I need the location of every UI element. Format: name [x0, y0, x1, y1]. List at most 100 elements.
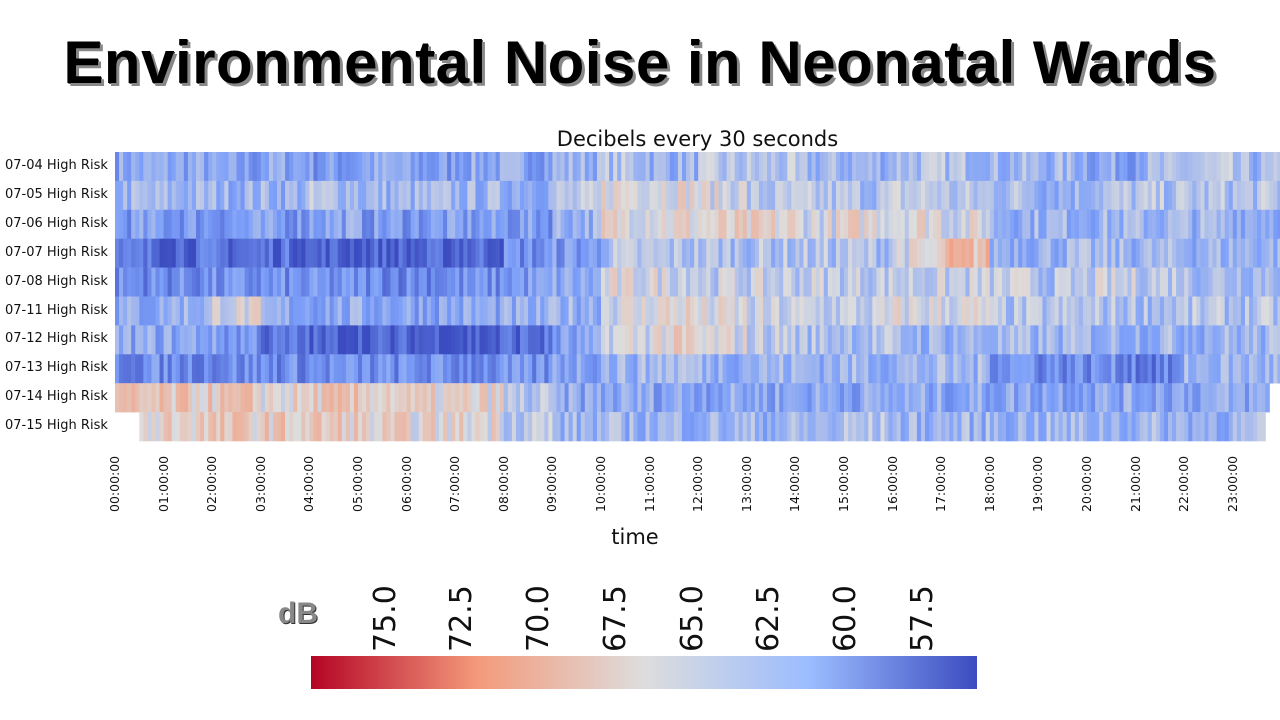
heatmap-cell — [281, 152, 286, 182]
heatmap-cell — [888, 383, 894, 413]
heatmap-cell — [309, 209, 315, 239]
heatmap-cell — [1236, 152, 1242, 182]
heatmap-cell — [698, 412, 703, 442]
heatmap-cell — [187, 383, 193, 413]
heatmap-cell — [702, 412, 707, 442]
heatmap-cell — [171, 296, 177, 326]
heatmap-cell — [576, 354, 582, 384]
heatmap-cell — [483, 238, 489, 268]
heatmap-cell — [1119, 267, 1125, 297]
heatmap-cell — [515, 325, 521, 355]
heatmap-cell — [540, 383, 545, 413]
heatmap-cell — [933, 325, 938, 355]
heatmap-cell — [362, 325, 367, 355]
heatmap-cell — [362, 412, 367, 442]
heatmap-cell — [552, 209, 558, 239]
heatmap-cell — [1273, 180, 1278, 211]
heatmap-cell — [702, 209, 707, 239]
heatmap-cell — [1273, 354, 1278, 384]
row-label: 07-15 High Risk — [5, 418, 108, 434]
heatmap-cell — [799, 325, 805, 355]
heatmap-cell — [1236, 325, 1242, 355]
heatmap-cell — [277, 354, 282, 384]
heatmap-cell — [418, 238, 424, 268]
heatmap-cell — [791, 267, 796, 297]
heatmap-cell — [908, 383, 914, 413]
heatmap-cell — [115, 267, 120, 297]
heatmap-cell — [1074, 383, 1080, 413]
heatmap-cell — [568, 296, 574, 326]
heatmap-cell — [657, 383, 663, 413]
heatmap-cell — [187, 152, 193, 182]
heatmap-cell — [459, 152, 464, 182]
heatmap-cell — [378, 412, 383, 442]
heatmap-cell — [811, 325, 817, 355]
heatmap-cell — [653, 412, 659, 442]
heatmap-cell — [1253, 354, 1258, 384]
heatmap-cell — [503, 267, 509, 297]
heatmap-cell — [244, 325, 250, 355]
heatmap-cell — [807, 152, 813, 182]
heatmap-cell — [795, 209, 801, 239]
heatmap-cell — [844, 412, 849, 442]
heatmap-cell — [880, 412, 886, 442]
heatmap-cell — [1139, 354, 1145, 384]
heatmap-cell — [981, 152, 987, 182]
heatmap-cell — [884, 383, 890, 413]
heatmap-cell — [268, 383, 274, 413]
heatmap-cell — [754, 238, 760, 268]
heatmap-cell — [576, 209, 582, 239]
heatmap-cell — [345, 325, 351, 355]
heatmap-cell — [1018, 325, 1023, 355]
heatmap-cell — [690, 238, 695, 268]
heatmap-cell — [750, 354, 756, 384]
heatmap-cell — [479, 238, 485, 268]
heatmap-cell — [961, 296, 967, 326]
heatmap-cell — [171, 325, 177, 355]
heatmap-cell — [609, 325, 614, 355]
heatmap-cell — [1022, 238, 1027, 268]
heatmap-cell — [244, 267, 250, 297]
heatmap-cell — [289, 383, 294, 413]
heatmap-cell — [196, 267, 201, 297]
heatmap-cell — [1155, 296, 1161, 326]
heatmap-cell — [884, 267, 890, 297]
heatmap-cell — [937, 267, 942, 297]
heatmap-cell — [487, 296, 493, 326]
heatmap-cell — [601, 180, 606, 211]
heatmap-cell — [726, 267, 732, 297]
heatmap-cell — [714, 209, 720, 239]
heatmap-cell — [900, 209, 906, 239]
heatmap-cell — [933, 296, 938, 326]
heatmap-cell — [1131, 209, 1137, 239]
heatmap-cell — [1042, 209, 1048, 239]
heatmap-cell — [920, 354, 926, 384]
heatmap-cell — [1236, 412, 1242, 442]
heatmap-cell — [1249, 383, 1254, 413]
heatmap-cell — [434, 296, 440, 326]
heatmap-cell — [159, 209, 165, 239]
heatmap-cell — [540, 152, 545, 182]
heatmap-cell — [1269, 238, 1274, 268]
heatmap-cell — [370, 325, 375, 355]
heatmap-cell — [167, 383, 173, 413]
heatmap-cell — [710, 238, 715, 268]
heatmap-cell — [451, 238, 456, 268]
heatmap-cell — [386, 354, 391, 384]
heatmap-cell — [240, 325, 246, 355]
heatmap-cell — [576, 267, 582, 297]
heatmap-cell — [366, 354, 371, 384]
heatmap-cell — [1082, 354, 1088, 384]
heatmap-cell — [191, 209, 197, 239]
heatmap-cell — [293, 152, 298, 182]
heatmap-cell — [127, 383, 132, 413]
heatmap-cell — [823, 152, 829, 182]
heatmap-cell — [641, 383, 647, 413]
heatmap-cell — [1026, 180, 1031, 211]
heatmap-cell — [649, 325, 655, 355]
heatmap-cell — [657, 412, 663, 442]
heatmap-cell — [665, 383, 671, 413]
heatmap-cell — [491, 238, 497, 268]
heatmap-cell — [1038, 180, 1044, 211]
heatmap-cell — [1240, 354, 1246, 384]
